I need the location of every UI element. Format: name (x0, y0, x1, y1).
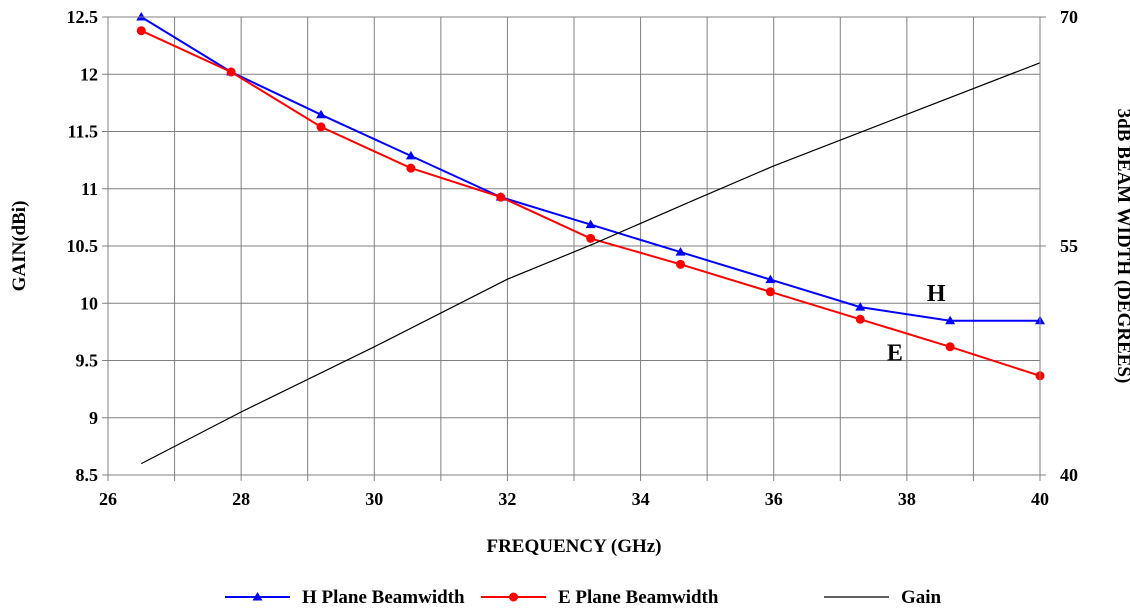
x-tick-label: 34 (632, 489, 650, 509)
legend-marker-h-plane (252, 592, 263, 601)
legend-label-gain: Gain (901, 587, 942, 608)
annotation-e: E (887, 341, 903, 367)
legend-item-gain: Gain (824, 587, 942, 608)
y2-tick-label: 40 (1060, 465, 1078, 485)
legend-label-h-plane: H Plane Beamwidth (302, 587, 465, 608)
y-tick-label: 10 (80, 293, 98, 313)
x-tick-label: 28 (232, 489, 250, 509)
data-point-h-plane-beamwidth (585, 219, 596, 229)
y2-tick-label: 55 (1060, 236, 1078, 256)
x-tick-label: 30 (365, 489, 383, 509)
x-axis-title: FREQUENCY (GHz) (486, 536, 661, 557)
y2-tick-label: 70 (1060, 7, 1078, 27)
legend: H Plane Beamwidth E Plane Beamwidth Gain (225, 587, 942, 608)
data-point-e-plane-beamwidth (765, 287, 775, 297)
data-point-e-plane-beamwidth (855, 314, 865, 324)
series-line-gain (141, 62, 1041, 465)
data-point-e-plane-beamwidth (496, 192, 506, 202)
data-point-e-plane-beamwidth (676, 259, 686, 269)
x-tick-label: 32 (498, 489, 516, 509)
y-tick-label: 9.5 (76, 351, 99, 371)
tick-labels: 26 28 30 32 34 36 38 40 8.5 9 9.5 10 10.5 11 11.5 12 12.… (67, 7, 1079, 509)
y-tick-label: 10.5 (67, 236, 99, 256)
data-point-h-plane-beamwidth (316, 109, 327, 119)
y-tick-label: 11 (81, 179, 98, 199)
data-point-e-plane-beamwidth (226, 67, 236, 77)
legend-label-e-plane: E Plane Beamwidth (558, 587, 719, 608)
data-point-h-plane-beamwidth (855, 302, 866, 311)
y-tick-label: 9 (89, 408, 98, 428)
data-point-h-plane-beamwidth (136, 12, 147, 21)
data-point-e-plane-beamwidth (945, 342, 955, 352)
legend-item-h-plane: H Plane Beamwidth (225, 587, 465, 608)
y-tick-label: 11.5 (67, 122, 98, 142)
plot-frame (107, 16, 1041, 476)
legend-item-e-plane: E Plane Beamwidth (481, 587, 719, 608)
x-tick-label: 36 (765, 489, 783, 509)
y-tick-label: 8.5 (76, 465, 99, 485)
y2-axis-title: 3dB BEAM WIDTH (DEGREES) (1113, 109, 1130, 384)
y-tick-label: 12.5 (67, 7, 99, 27)
data-point-h-plane-beamwidth (765, 274, 776, 284)
annotations: HE (887, 281, 946, 367)
annotation-h: H (927, 281, 946, 307)
x-tick-label: 40 (1031, 489, 1049, 509)
data-point-e-plane-beamwidth (316, 122, 326, 132)
series-layer (136, 12, 1045, 465)
data-point-h-plane-beamwidth (945, 315, 956, 325)
x-tick-label: 38 (898, 489, 916, 509)
y-tick-label: 12 (80, 64, 98, 84)
y-axis-title: GAIN(dBi) (9, 201, 30, 292)
data-point-h-plane-beamwidth (405, 150, 416, 160)
data-point-e-plane-beamwidth (586, 233, 596, 243)
data-point-e-plane-beamwidth (406, 163, 416, 173)
data-point-e-plane-beamwidth (136, 26, 146, 36)
data-point-h-plane-beamwidth (675, 247, 686, 256)
x-tick-label: 26 (99, 489, 117, 509)
legend-marker-e-plane (509, 592, 518, 602)
